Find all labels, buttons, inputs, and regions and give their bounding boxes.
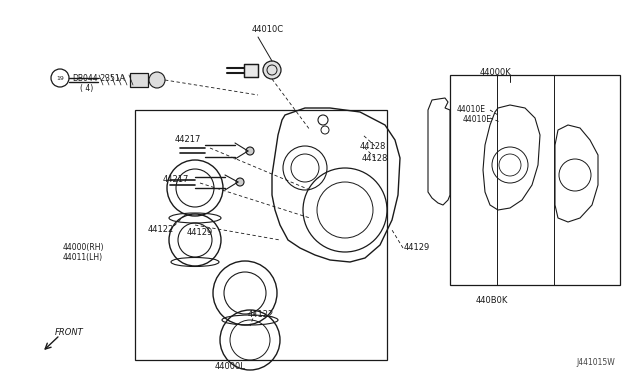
Text: 44000(RH): 44000(RH) <box>63 243 104 252</box>
Text: 44122: 44122 <box>248 310 275 319</box>
Text: FRONT: FRONT <box>55 328 84 337</box>
Circle shape <box>236 178 244 186</box>
Text: DB044-2351A: DB044-2351A <box>72 74 125 83</box>
Bar <box>450 75 620 285</box>
Text: 44000L: 44000L <box>214 362 245 371</box>
Text: ( 4): ( 4) <box>80 84 93 93</box>
Text: J441015W: J441015W <box>576 358 615 367</box>
Circle shape <box>149 72 165 88</box>
Text: 44010E: 44010E <box>463 115 492 124</box>
Polygon shape <box>130 73 148 87</box>
Text: 44000K: 44000K <box>480 68 512 77</box>
Text: 44010E: 44010E <box>457 105 486 114</box>
Text: 44128: 44128 <box>362 154 388 163</box>
Text: 44217: 44217 <box>163 175 189 184</box>
Text: 19: 19 <box>56 76 64 80</box>
Text: 44010C: 44010C <box>252 25 284 34</box>
Text: 44122: 44122 <box>148 225 174 234</box>
Polygon shape <box>244 64 258 77</box>
Text: 44129: 44129 <box>404 243 430 252</box>
Text: 44011(LH): 44011(LH) <box>63 253 103 262</box>
Bar <box>135 110 387 360</box>
Text: 44217: 44217 <box>175 135 202 144</box>
Text: 440B0K: 440B0K <box>476 296 508 305</box>
Circle shape <box>246 147 254 155</box>
Circle shape <box>263 61 281 79</box>
Text: 44128: 44128 <box>360 142 387 151</box>
Text: 44129: 44129 <box>187 228 213 237</box>
